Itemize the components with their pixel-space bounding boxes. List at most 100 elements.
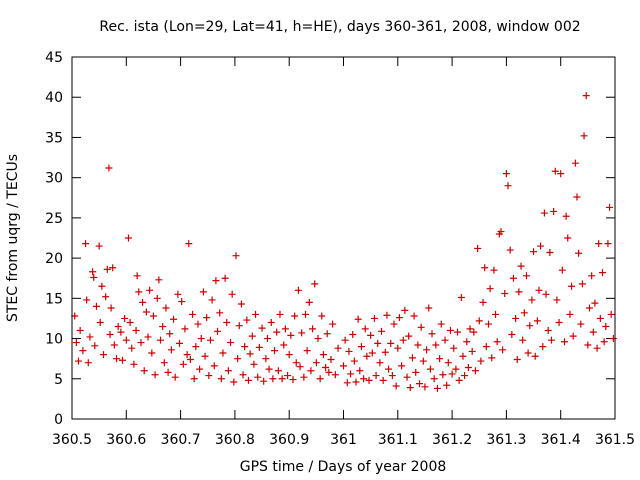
data-point: [327, 355, 335, 363]
data-point: [575, 249, 583, 257]
data-point: [305, 298, 313, 306]
data-point: [394, 344, 402, 352]
data-point: [477, 357, 485, 365]
data-point: [470, 328, 478, 336]
data-point: [176, 339, 184, 347]
data-point: [83, 296, 91, 304]
data-point: [345, 347, 353, 355]
data-point: [381, 348, 389, 356]
data-point: [149, 312, 157, 320]
data-point: [455, 376, 463, 384]
data-point: [292, 359, 300, 367]
data-point: [86, 333, 94, 341]
data-point: [561, 338, 569, 346]
data-point: [526, 322, 534, 330]
data-point: [189, 310, 197, 318]
data-point: [142, 308, 150, 316]
data-point: [284, 372, 292, 380]
data-point: [599, 269, 607, 277]
data-point: [98, 282, 106, 290]
data-point: [423, 346, 431, 354]
data-point: [405, 332, 413, 340]
data-point: [589, 328, 597, 336]
plot-frame: [71, 56, 616, 420]
data-point: [239, 371, 247, 379]
data-points: [71, 92, 617, 392]
data-point: [287, 331, 295, 339]
data-point: [568, 282, 576, 290]
data-point: [285, 351, 293, 359]
data-point: [262, 355, 270, 363]
data-point: [578, 280, 586, 288]
data-point: [600, 338, 608, 346]
data-point: [349, 331, 357, 339]
data-point: [318, 312, 326, 320]
data-point: [146, 286, 154, 294]
data-point: [412, 368, 420, 376]
data-point: [414, 341, 422, 349]
data-point: [235, 322, 243, 330]
data-point: [186, 355, 194, 363]
data-point: [379, 376, 387, 384]
data-point: [499, 346, 507, 354]
data-point: [459, 352, 467, 360]
data-point: [439, 371, 447, 379]
y-tick-label: 5: [54, 372, 63, 388]
data-point: [374, 339, 382, 347]
data-point: [110, 341, 118, 349]
data-point: [504, 182, 512, 190]
data-point: [585, 304, 593, 312]
data-point: [260, 377, 268, 385]
y-tick-label: 15: [45, 291, 63, 307]
data-point: [314, 335, 322, 343]
y-tick-label: 0: [54, 412, 63, 428]
data-point: [106, 331, 114, 339]
data-point: [524, 349, 532, 357]
data-point: [437, 320, 445, 328]
data-point: [360, 375, 368, 383]
data-point: [343, 379, 351, 387]
data-point: [192, 343, 200, 351]
data-point: [269, 375, 277, 383]
data-point: [246, 350, 254, 358]
data-point: [533, 317, 541, 325]
data-point: [121, 314, 129, 322]
data-point: [228, 290, 236, 298]
data-point: [580, 132, 588, 140]
data-point: [322, 364, 330, 372]
y-tick-label: 30: [45, 171, 63, 187]
data-point: [197, 335, 205, 343]
data-point: [118, 356, 126, 364]
data-point: [309, 325, 317, 333]
data-point: [103, 265, 111, 273]
data-point: [486, 285, 494, 293]
data-point: [591, 299, 599, 307]
data-point: [535, 286, 543, 294]
data-point: [542, 290, 550, 298]
data-point: [296, 363, 304, 371]
data-point: [130, 360, 138, 368]
data-point: [179, 360, 187, 368]
data-point: [530, 248, 538, 256]
data-point: [546, 248, 554, 256]
data-point: [289, 376, 297, 384]
data-point: [196, 365, 204, 373]
data-point: [190, 375, 198, 383]
data-point: [553, 296, 561, 304]
data-point: [89, 268, 97, 276]
y-tick-label: 10: [45, 332, 63, 348]
data-point: [217, 375, 225, 383]
data-point: [301, 310, 309, 318]
data-point: [248, 332, 256, 340]
data-point: [488, 354, 496, 362]
data-point: [76, 327, 84, 335]
data-point: [457, 294, 465, 302]
data-point: [194, 320, 202, 328]
data-point: [602, 322, 610, 330]
data-point: [312, 359, 320, 367]
data-point: [464, 364, 472, 372]
data-point: [501, 290, 509, 298]
data-point: [267, 318, 275, 326]
data-point: [436, 355, 444, 363]
y-tick-label: 25: [45, 211, 63, 227]
